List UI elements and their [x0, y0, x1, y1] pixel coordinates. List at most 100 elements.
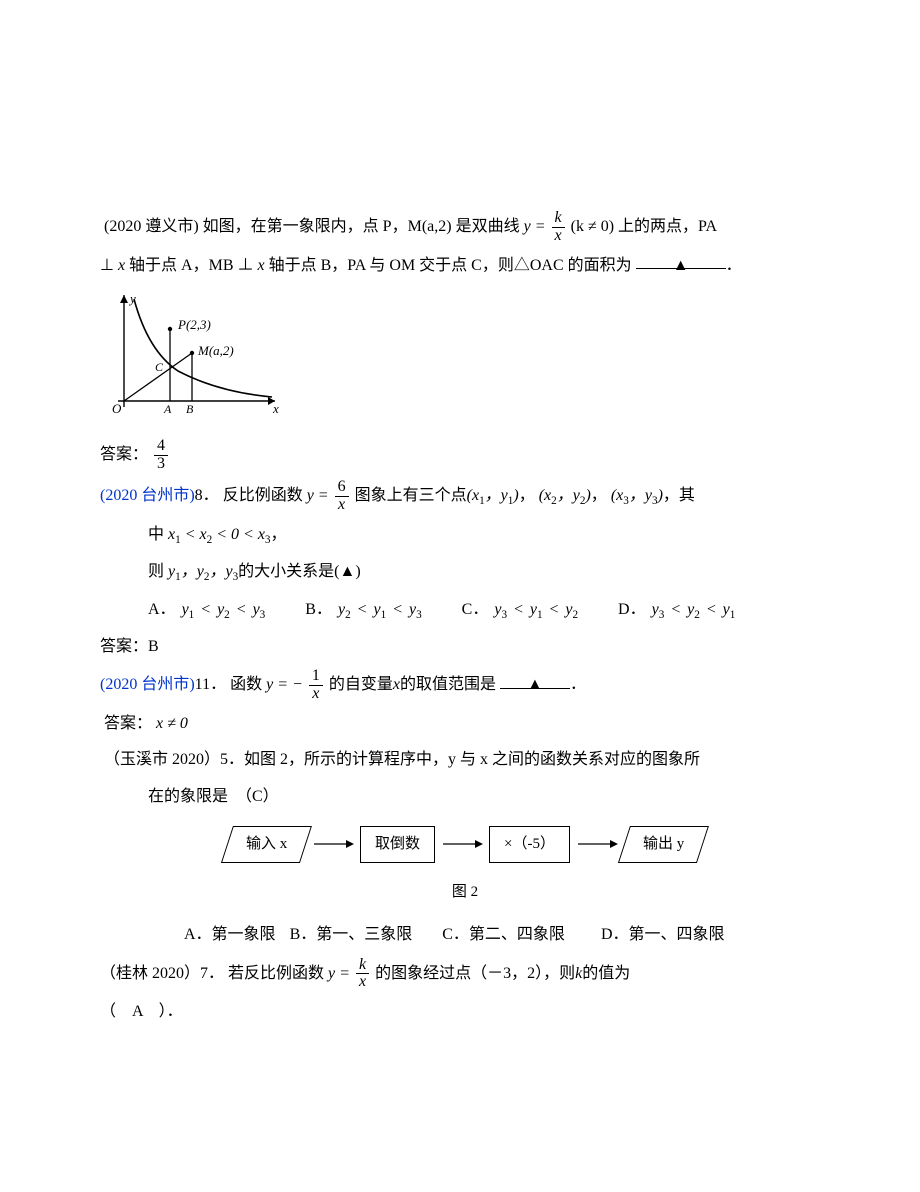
- q5-eq-lhs: y =: [328, 964, 350, 981]
- q1-answer: 答案： 4 3: [100, 438, 830, 473]
- q2-choices: A． y1 < y2 < y3 B． y2 < y1 < y3 C． y3 < …: [100, 595, 830, 626]
- q5-frac-num: k: [356, 957, 369, 975]
- q1-eq-lhs: y =: [524, 218, 546, 235]
- q2-line1: (2020 台州市)8． 反比例函数 y = 6 x 图象上有三个点(x1，y1…: [100, 479, 830, 514]
- q2-frac-den: x: [335, 497, 349, 514]
- svg-text:C: C: [155, 360, 164, 374]
- q1-frac: k x: [552, 210, 565, 245]
- flow-node-op2: ×（-5）: [489, 826, 570, 863]
- q3-stem-c: 的取值范围是: [400, 676, 496, 693]
- arrow-icon: [441, 837, 483, 851]
- svg-text:A: A: [163, 402, 172, 416]
- q4-choice-c: C．第二、四象限: [442, 920, 565, 950]
- q4-line2: 在的象限是 （C）: [100, 782, 830, 812]
- q2-number: 8．: [195, 487, 219, 504]
- q2-frac: 6 x: [335, 479, 349, 514]
- q3-source: (2020 台州市): [100, 676, 195, 693]
- flow-node-output: 输出 y: [624, 826, 703, 863]
- q2-c-label: C．: [462, 601, 489, 618]
- svg-text:O: O: [112, 401, 122, 416]
- q4-choice-a: A．第一象限: [184, 920, 276, 950]
- q1-graph-svg: y x O A B C P(2,3) M(a,2): [100, 289, 285, 419]
- q1-answer-label: 答案：: [100, 446, 148, 463]
- q1-ans-num: 4: [154, 438, 168, 456]
- q2-sep2: ，: [591, 487, 607, 504]
- q1-l2b: 轴于点 A，MB ⊥: [125, 257, 257, 274]
- q2-sep1: ，: [519, 487, 535, 504]
- q1-line1: (2020 遵义市) 如图，在第一象限内，点 P，M(a,2) 是双曲线 y =…: [100, 210, 830, 245]
- q3-frac-den: x: [309, 686, 323, 703]
- q1-text-after: 上的两点，PA: [618, 218, 717, 235]
- q2-answer: 答案：B: [100, 632, 830, 662]
- q2-eq-lhs: y =: [307, 487, 329, 504]
- q2-pt2: (x2，y2): [539, 487, 591, 504]
- flow-node-input-label: 输入 x: [246, 830, 287, 859]
- q2-line2: 中 x1 < x2 < 0 < x3，: [100, 520, 830, 551]
- arrow-icon: [576, 837, 618, 851]
- q1-ans-den: 3: [154, 456, 168, 473]
- q4-flowchart: 输入 x 取倒数 ×（-5） 输出 y: [100, 826, 830, 863]
- arrow-icon: [312, 837, 354, 851]
- q3-blank: ▲: [500, 670, 570, 689]
- svg-text:x: x: [272, 401, 279, 416]
- q3-eq-lhs: y = −: [266, 676, 303, 693]
- q1-blank-marker: ▲: [673, 257, 689, 274]
- q2-b-label: B．: [305, 601, 332, 618]
- q5-stem-a: 若反比例函数: [228, 964, 324, 981]
- q2-choice-b: B． y2 < y1 < y3: [305, 595, 421, 626]
- q2-stem-c: ，其: [663, 487, 695, 504]
- q4-choice-d: D．第一、四象限: [601, 920, 725, 950]
- q2-frac-num: 6: [335, 479, 349, 497]
- q5-frac-den: x: [356, 974, 369, 991]
- q1-graph: y x O A B C P(2,3) M(a,2): [100, 289, 830, 430]
- q2-d-label: D．: [618, 601, 646, 618]
- q3-answer-label: 答案：: [104, 715, 152, 732]
- q1-eq-cond: (k ≠ 0): [571, 218, 614, 235]
- q2-pt1: (x1，y1): [467, 487, 519, 504]
- svg-text:y: y: [128, 291, 136, 306]
- q2-line3: 则 y1，y2，y3的大小关系是(▲): [100, 557, 830, 588]
- q2-l2-suffix: ，: [271, 526, 287, 543]
- q3-var: x: [393, 676, 400, 693]
- flow-node-op1: 取倒数: [360, 826, 435, 863]
- q1-l2a: ⊥: [100, 257, 118, 274]
- q5-stem-c: 的值为: [582, 964, 630, 981]
- q3-answer-expr: x ≠ 0: [156, 715, 188, 732]
- q2-choice-c: C． y3 < y1 < y2: [462, 595, 578, 626]
- q2-a-label: A．: [148, 601, 176, 618]
- q2-source: (2020 台州市): [100, 487, 195, 504]
- q4-number: 5．: [220, 751, 244, 768]
- q1-answer-frac: 4 3: [154, 438, 168, 473]
- flow-node-output-label: 输出 y: [643, 830, 684, 859]
- q3-blank-marker: ▲: [527, 676, 543, 693]
- q2-choice-a: A． y1 < y2 < y3: [148, 595, 265, 626]
- q4-choice-b: B．第一、三象限: [290, 920, 413, 950]
- q4-stem: 如图 2，所示的计算程序中，y 与 x 之间的函数关系对应的图象所: [244, 751, 700, 768]
- q2-l3b: 的大小关系是(▲): [238, 563, 361, 580]
- q4-flowchart-caption: 图 2: [100, 878, 830, 907]
- q3-answer: 答案： x ≠ 0: [100, 709, 830, 739]
- q2-cond: x1 < x2 < 0 < x3: [168, 526, 271, 543]
- flow-node-op1-label: 取倒数: [360, 826, 435, 863]
- svg-text:P(2,3): P(2,3): [177, 317, 211, 332]
- q3-frac-num: 1: [309, 668, 323, 686]
- q3-line1: (2020 台州市)11． 函数 y = − 1 x 的自变量x的取值范围是 ▲…: [100, 668, 830, 703]
- q5-frac: k x: [356, 957, 369, 992]
- q1-frac-den: x: [552, 228, 565, 245]
- q5-line2: （ A ）．: [100, 997, 830, 1027]
- q1-blank: ▲: [636, 251, 726, 270]
- q2-stem-b: 图象上有三个点: [355, 487, 467, 504]
- q5-number: 7．: [200, 964, 224, 981]
- q2-l3a: 则: [148, 563, 164, 580]
- q5-source: （桂林 2020）: [100, 964, 200, 981]
- q1-frac-num: k: [552, 210, 565, 228]
- q2-pt3: (x3，y3): [611, 487, 663, 504]
- q1-text-a: 如图，在第一象限内，点 P，M: [203, 218, 422, 235]
- q3-number: 11．: [195, 676, 226, 693]
- q3-frac: 1 x: [309, 668, 323, 703]
- q2-l2-prefix: 中: [148, 526, 164, 543]
- q1-text-mid: 是双曲线: [456, 218, 520, 235]
- svg-text:M(a,2): M(a,2): [197, 343, 234, 358]
- q3-stem-end: ．: [570, 676, 586, 693]
- q4-line1: （玉溪市 2020）5．如图 2，所示的计算程序中，y 与 x 之间的函数关系对…: [100, 745, 830, 775]
